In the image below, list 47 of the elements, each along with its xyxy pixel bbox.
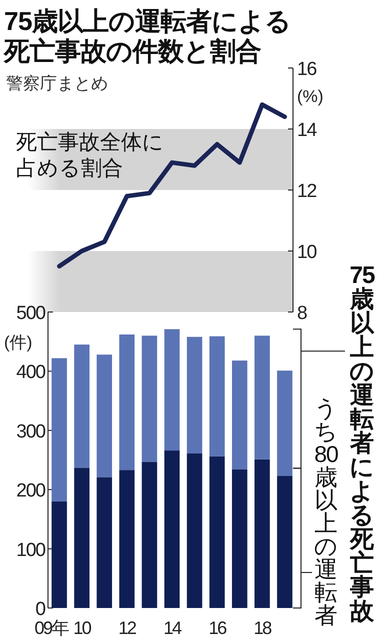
y-tick-label: 8 — [297, 303, 307, 324]
y-axis-title: (%) — [297, 87, 324, 106]
y-axis-title: (件) — [4, 333, 32, 352]
bar — [232, 360, 248, 470]
y-tick-label: 300 — [16, 421, 46, 442]
y-tick-label: 10 — [297, 242, 317, 263]
x-tick-label: 10 — [73, 618, 92, 638]
bar — [164, 329, 180, 451]
bar — [96, 477, 112, 608]
bar — [119, 470, 135, 608]
x-tick-label: 09年 — [34, 618, 70, 638]
bar — [96, 354, 112, 478]
x-tick-label: 14 — [163, 618, 182, 638]
y-tick-label: 400 — [16, 362, 46, 384]
y-tick-label: 100 — [16, 540, 46, 561]
bar — [254, 459, 270, 608]
bar — [142, 336, 158, 462]
bar — [119, 334, 135, 470]
line-series — [57, 102, 287, 268]
bar — [209, 456, 225, 608]
x-tick-label: 12 — [118, 618, 137, 638]
bar — [52, 358, 67, 502]
bar — [277, 476, 292, 608]
chart-title: 75歳以上の運転者による死亡事故の件数と割合 — [3, 6, 291, 66]
bar — [186, 336, 202, 454]
y-tick-label: 0 — [35, 599, 46, 620]
y-tick-label: 200 — [16, 480, 46, 502]
x-tick-label: 18 — [254, 618, 272, 638]
bar — [74, 344, 90, 468]
bar — [254, 336, 270, 460]
bar — [186, 453, 202, 608]
bar — [52, 501, 67, 608]
chart-subtitle: 警察庁まとめ — [6, 74, 108, 93]
bar — [232, 469, 248, 608]
bar — [142, 462, 158, 608]
bar — [164, 450, 180, 608]
series-label: 死亡事故全体に占める割合 — [16, 131, 164, 180]
bar — [74, 468, 90, 608]
bar — [277, 370, 292, 476]
y-tick-label: 12 — [297, 181, 317, 202]
x-tick-label: 16 — [208, 618, 228, 638]
text: うち80歳以上の運転者 — [314, 395, 338, 628]
y-tick-label: 500 — [16, 303, 46, 324]
text: 75歳以上の運転者による死亡事故 — [350, 262, 374, 626]
bar — [209, 336, 225, 456]
y-tick-label: 16 — [297, 59, 317, 80]
y-tick-label: 14 — [297, 120, 318, 141]
